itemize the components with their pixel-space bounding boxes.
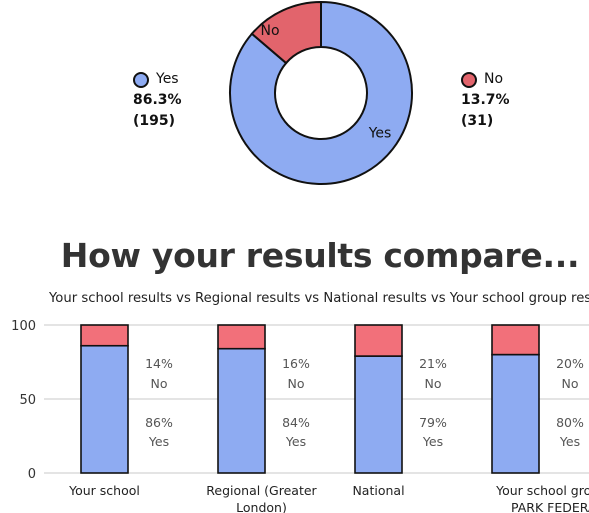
y-tick-50: 50 bbox=[19, 393, 36, 408]
bar-yes bbox=[217, 347, 266, 474]
donut-slice-label-no: No bbox=[260, 23, 279, 39]
value-label-yes-percent: 79% bbox=[419, 415, 447, 430]
y-tick-100: 100 bbox=[11, 319, 36, 334]
donut-slice-yes bbox=[229, 0, 413, 185]
legend-yes: Yes 86.3% (195) bbox=[133, 69, 182, 132]
section-heading: How your results compare... bbox=[60, 236, 580, 275]
x-tick-label: London) bbox=[236, 500, 287, 513]
legend-no-swatch bbox=[461, 71, 477, 88]
bar-yes bbox=[491, 353, 540, 474]
x-tick-label: Regional (Greater bbox=[206, 483, 317, 498]
value-label-yes-name: Yes bbox=[422, 434, 443, 449]
bar-no bbox=[491, 324, 540, 356]
value-label-no-percent: 20% bbox=[556, 356, 584, 371]
y-tick-0: 0 bbox=[28, 467, 36, 482]
donut-chart: Yes No bbox=[229, 0, 413, 185]
value-label-yes-name: Yes bbox=[148, 434, 169, 449]
legend-yes-swatch bbox=[133, 71, 149, 88]
value-label-no-name: No bbox=[562, 376, 579, 391]
legend-no: No 13.7% (31) bbox=[461, 69, 510, 132]
bar-no bbox=[217, 324, 266, 350]
legend-yes-count: (195) bbox=[133, 113, 176, 129]
chart-subtitle: Your school results vs Regional results … bbox=[49, 291, 589, 306]
value-label-yes-name: Yes bbox=[285, 434, 306, 449]
x-tick-label: Your school bbox=[68, 483, 140, 498]
bar-no bbox=[354, 324, 403, 357]
value-label-no-percent: 14% bbox=[145, 356, 173, 371]
donut-slice-label-yes: Yes bbox=[368, 125, 392, 141]
bar-no bbox=[80, 324, 129, 347]
legend-yes-label: Yes bbox=[156, 71, 179, 87]
value-label-no-name: No bbox=[151, 376, 168, 391]
donut-slice-no bbox=[250, 0, 322, 65]
value-label-no-percent: 16% bbox=[282, 356, 310, 371]
legend-no-percent: 13.7% bbox=[461, 92, 510, 108]
value-label-no-percent: 21% bbox=[419, 356, 447, 371]
legend-no-label: No bbox=[484, 71, 504, 87]
value-label-yes-percent: 86% bbox=[145, 415, 173, 430]
legend-no-count: (31) bbox=[461, 113, 494, 129]
bar-yes bbox=[354, 355, 403, 474]
value-label-yes-percent: 84% bbox=[282, 415, 310, 430]
value-label-yes-name: Yes bbox=[559, 434, 580, 449]
legend-yes-percent: 86.3% bbox=[133, 92, 182, 108]
value-label-no-name: No bbox=[425, 376, 442, 391]
x-tick-label: PARK FEDERATION bbox=[511, 500, 589, 513]
bar-yes bbox=[80, 344, 129, 474]
x-tick-label: National bbox=[352, 483, 404, 498]
value-label-yes-percent: 80% bbox=[556, 415, 584, 430]
value-label-no-name: No bbox=[288, 376, 305, 391]
x-tick-label: Your school group (THE bbox=[495, 483, 589, 498]
